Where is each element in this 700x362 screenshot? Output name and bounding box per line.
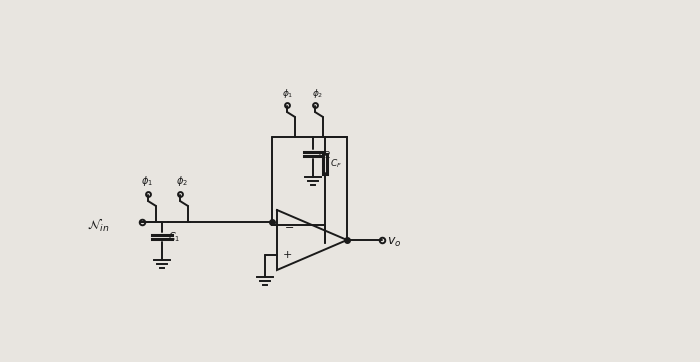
Text: $C_1$: $C_1$ — [168, 230, 181, 244]
Text: $\phi_1$: $\phi_1$ — [141, 174, 153, 188]
Text: $v_o$: $v_o$ — [387, 235, 401, 249]
Text: $C_F$: $C_F$ — [330, 158, 342, 170]
Text: $\mathcal{N}_{in}$: $\mathcal{N}_{in}$ — [88, 216, 110, 233]
Text: $\phi_2$: $\phi_2$ — [312, 87, 323, 100]
Text: $-$: $-$ — [284, 221, 294, 231]
Text: $C2$: $C2$ — [318, 148, 331, 160]
Text: $\phi_1$: $\phi_1$ — [282, 87, 294, 100]
Text: $+$: $+$ — [282, 249, 292, 261]
Text: $\phi_2$: $\phi_2$ — [176, 174, 188, 188]
